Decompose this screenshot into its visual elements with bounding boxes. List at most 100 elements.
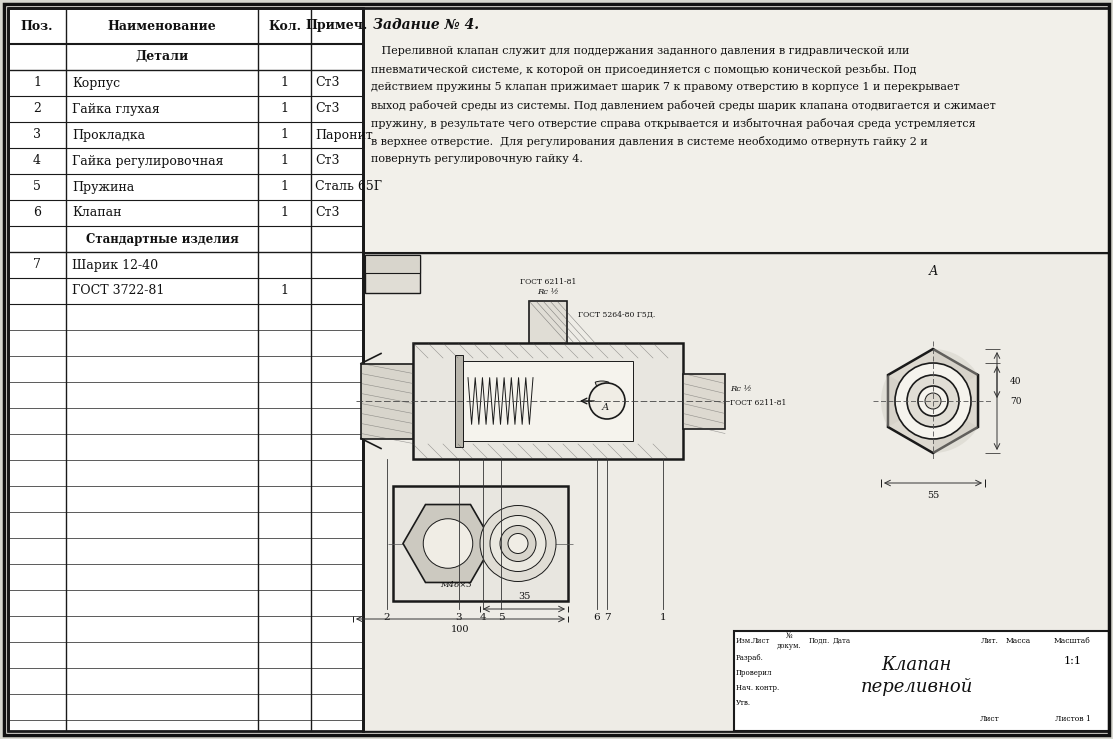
Bar (8, 8, 363, 731)
Text: 1: 1 (280, 285, 288, 298)
Text: Лист: Лист (752, 637, 770, 645)
Text: Проверил: Проверил (736, 669, 772, 677)
Text: Нач. контр.: Нач. контр. (736, 684, 779, 692)
Circle shape (490, 516, 546, 571)
Text: 4: 4 (33, 154, 41, 168)
Bar (455, 355, 463, 447)
Text: Разраб.: Разраб. (736, 654, 764, 662)
Bar (365, 255, 420, 293)
Circle shape (508, 534, 528, 554)
Bar (413, 343, 683, 459)
Bar (733, 631, 1109, 731)
Text: ГОСТ 3722-81: ГОСТ 3722-81 (72, 285, 165, 298)
Text: Лит.: Лит. (981, 637, 999, 645)
Text: 5: 5 (33, 180, 41, 194)
Text: в верхнее отверстие.  Для регулирования давления в системе необходимо отвернуть : в верхнее отверстие. Для регулирования д… (371, 136, 928, 147)
Text: 2: 2 (384, 613, 391, 622)
Text: ГОСТ 6211-81: ГОСТ 6211-81 (520, 278, 577, 286)
Text: Гайка глухая: Гайка глухая (72, 103, 160, 115)
Text: повернуть регулировочную гайку 4.: повернуть регулировочную гайку 4. (371, 154, 583, 164)
Circle shape (895, 363, 971, 439)
Text: Поз.: Поз. (21, 19, 53, 33)
Text: Прокладка: Прокладка (72, 129, 145, 141)
Bar (683, 373, 725, 429)
Text: Масса: Масса (1006, 637, 1031, 645)
Circle shape (500, 525, 536, 562)
Text: Стандартные изделия: Стандартные изделия (86, 233, 238, 245)
Text: Масштаб: Масштаб (1054, 637, 1091, 645)
Text: Гайка регулировочная: Гайка регулировочная (72, 154, 224, 168)
Text: Корпус: Корпус (72, 77, 120, 89)
Text: Ст3: Ст3 (315, 103, 339, 115)
Text: 55: 55 (927, 491, 939, 500)
Text: 100: 100 (451, 625, 470, 634)
Polygon shape (888, 349, 978, 453)
Text: Переливной клапан служит для поддержания заданного давления в гидравлической или: Переливной клапан служит для поддержания… (371, 46, 909, 56)
Wedge shape (595, 381, 609, 401)
Text: Дата: Дата (833, 637, 850, 645)
Text: Ст3: Ст3 (315, 154, 339, 168)
Text: Клапан
переливной: Клапан переливной (860, 656, 973, 696)
Circle shape (918, 386, 948, 416)
Text: №
докум.: № докум. (777, 633, 801, 650)
Text: 40: 40 (1009, 378, 1022, 386)
Text: выход рабочей среды из системы. Под давлением рабочей среды шарик клапана отодви: выход рабочей среды из системы. Под давл… (371, 100, 996, 111)
Text: Примеч.: Примеч. (306, 19, 368, 33)
Bar (361, 364, 413, 438)
Bar (363, 253, 1109, 731)
Text: 5: 5 (498, 613, 504, 622)
Text: А: А (602, 403, 610, 412)
Text: 1: 1 (660, 613, 667, 622)
Bar (365, 255, 420, 273)
Circle shape (925, 393, 940, 409)
Bar (393, 486, 568, 601)
Text: 2: 2 (33, 103, 41, 115)
Text: 1: 1 (280, 206, 288, 219)
Text: М46×3: М46×3 (440, 581, 472, 589)
Text: Rc ½: Rc ½ (730, 385, 751, 393)
Text: Детали: Детали (136, 50, 188, 64)
Text: Лист: Лист (981, 715, 999, 723)
Text: 4: 4 (480, 613, 486, 622)
Text: 1:1: 1:1 (1064, 656, 1082, 666)
Text: 7: 7 (603, 613, 610, 622)
Text: пневматической системе, к которой он присоединяется с помощью конической резьбы.: пневматической системе, к которой он при… (371, 64, 916, 75)
Text: Клапан: Клапан (72, 206, 121, 219)
Polygon shape (933, 401, 978, 453)
Text: Наименование: Наименование (108, 19, 216, 33)
Text: 35: 35 (518, 592, 530, 601)
Text: 3: 3 (455, 613, 462, 622)
Circle shape (589, 383, 626, 419)
Text: ГОСТ 6211-81: ГОСТ 6211-81 (730, 399, 787, 407)
Text: Rc ½: Rc ½ (538, 288, 559, 296)
Text: пружину, в результате чего отверстие справа открывается и избыточная рабочая сре: пружину, в результате чего отверстие спр… (371, 118, 976, 129)
Text: Ст3: Ст3 (315, 77, 339, 89)
Text: Листов 1: Листов 1 (1054, 715, 1091, 723)
Bar (529, 301, 567, 343)
Text: Подп.: Подп. (808, 637, 829, 645)
Text: 7: 7 (33, 259, 41, 271)
Text: действием пружины 5 клапан прижимает шарик 7 к правому отверстию в корпусе 1 и п: действием пружины 5 клапан прижимает шар… (371, 82, 959, 92)
Text: 6: 6 (33, 206, 41, 219)
Text: 3: 3 (33, 129, 41, 141)
Text: Задание № 4.: Задание № 4. (373, 18, 479, 32)
Circle shape (480, 505, 556, 582)
Text: 1: 1 (280, 154, 288, 168)
Text: Паронит: Паронит (315, 129, 373, 141)
Text: Сталь 65Г: Сталь 65Г (315, 180, 382, 194)
Text: 1: 1 (33, 77, 41, 89)
Text: Кол.: Кол. (268, 19, 301, 33)
Text: Ст3: Ст3 (315, 206, 339, 219)
Text: 1: 1 (280, 103, 288, 115)
Polygon shape (881, 375, 933, 427)
Text: А: А (928, 265, 938, 278)
Polygon shape (403, 505, 493, 582)
Text: 1: 1 (280, 77, 288, 89)
Text: Изм.: Изм. (736, 637, 752, 645)
Text: Шарик 12-40: Шарик 12-40 (72, 259, 158, 271)
Circle shape (907, 375, 959, 427)
Text: 70: 70 (1009, 397, 1022, 406)
Text: Пружина: Пружина (72, 180, 135, 194)
Text: 1: 1 (280, 129, 288, 141)
Bar (463, 361, 633, 441)
